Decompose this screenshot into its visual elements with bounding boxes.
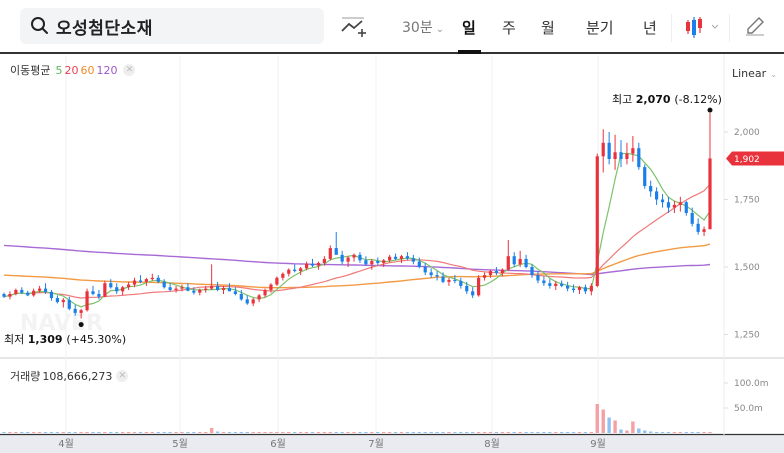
candles (2, 113, 712, 319)
remove-volume-icon[interactable]: ✕ (116, 370, 129, 382)
high-annotation: 최고 2,070 (-8.12%) (612, 93, 722, 106)
scale-label: Linear (732, 67, 767, 80)
x-axis-month-label: 4월 (58, 438, 74, 450)
period-year-tab[interactable]: 년 (643, 19, 657, 37)
y-axis-label: 1,750 (734, 196, 760, 206)
ma20-line (3, 183, 711, 299)
period-day-tab[interactable]: 일 (462, 19, 476, 37)
x-axis-month-label: 8월 (484, 438, 500, 450)
toolbar-divider (671, 14, 672, 42)
chart-toolbar: 오성첨단소재 30분 ⌄ 일 주 월 분기 년 (0, 0, 784, 54)
pencil-icon[interactable] (744, 15, 766, 37)
y-axis-label: 1,250 (734, 331, 760, 341)
current-price-label: 1,902 (734, 155, 760, 165)
ma120-label: 120 (96, 63, 118, 77)
scale-dropdown[interactable]: Linear ⌄ (732, 67, 777, 80)
volume-axis-label: 50.0m (734, 404, 763, 414)
ma-legend-label: 이동평균 (10, 64, 51, 77)
x-axis-month-label: 6월 (270, 438, 286, 450)
chevron-down-icon: ⌄ (435, 24, 445, 35)
volume-axis-label: 100.0m (734, 379, 769, 389)
candlestick-icon[interactable] (685, 15, 725, 39)
x-axis-band (0, 435, 784, 453)
ma120-line (3, 244, 711, 276)
y-axis-label: 2,000 (734, 128, 760, 138)
ma60-label: 60 (80, 63, 95, 77)
period-30min-label: 30분 (402, 20, 433, 36)
period-month-tab[interactable]: 월 (541, 19, 555, 37)
y-axis-label: 1,500 (734, 263, 760, 273)
ma60-line (3, 243, 711, 289)
ma-legend: 이동평균 5 20 60 120 ✕ (10, 62, 136, 78)
x-axis-month-label: 9월 (590, 438, 606, 450)
chevron-down-icon: ⌄ (770, 70, 777, 79)
indicator-add-icon[interactable] (340, 15, 368, 39)
period-quarter-tab[interactable]: 분기 (586, 19, 614, 37)
volume-label: 거래량 (10, 370, 41, 383)
ma5-label: 5 (55, 63, 63, 77)
low-marker (78, 322, 84, 328)
active-period-indicator (458, 50, 481, 54)
ma20-label: 20 (64, 63, 79, 77)
volume-value: 108,666,273 (42, 369, 113, 383)
stock-name: 오성첨단소재 (56, 18, 153, 39)
search-icon (31, 17, 48, 34)
watermark: NAVER (20, 311, 103, 336)
current-price-tag (726, 151, 784, 166)
high-marker (707, 107, 713, 113)
stock-search-box[interactable]: 오성첨단소재 (20, 8, 324, 44)
toolbar-divider (729, 14, 730, 42)
period-week-tab[interactable]: 주 (502, 19, 516, 37)
volume-legend: 거래량 108,666,273 ✕ (10, 368, 129, 384)
x-axis-month-label: 5월 (172, 438, 188, 450)
remove-ma-icon[interactable]: ✕ (123, 64, 136, 76)
low-annotation: 최저 1,309 (+45.30%) (4, 333, 126, 346)
period-30min-dropdown[interactable]: 30분 ⌄ (402, 17, 444, 37)
volume-bars (2, 404, 712, 433)
x-axis-month-label: 7월 (368, 438, 384, 450)
